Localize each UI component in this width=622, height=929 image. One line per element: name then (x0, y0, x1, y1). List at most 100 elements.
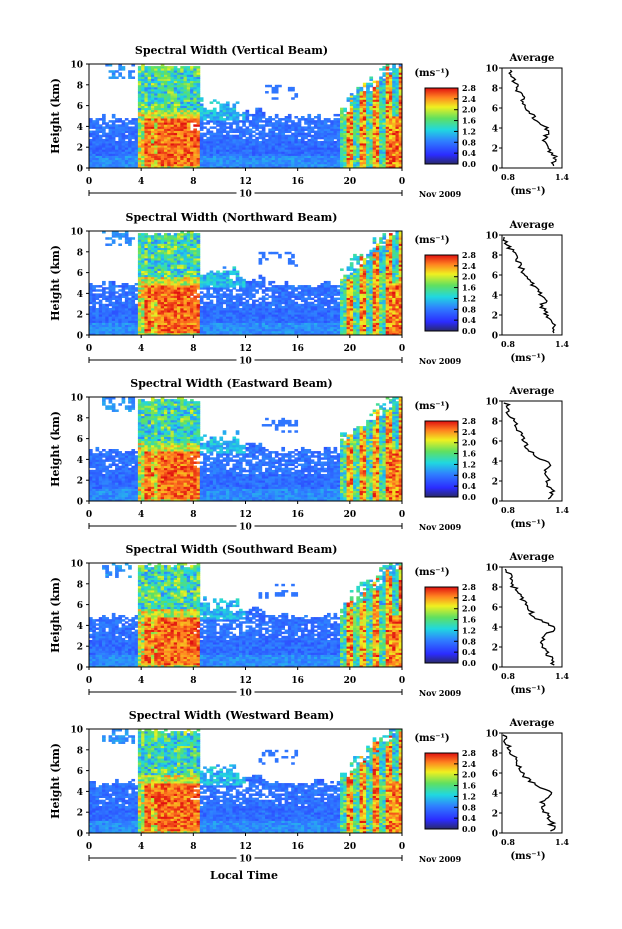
heatmap-cell (343, 124, 347, 127)
heatmap-cell (291, 143, 295, 146)
heatmap-cell (193, 113, 197, 117)
heatmap-cell (115, 70, 119, 73)
heatmap-cell (111, 165, 116, 169)
heatmap-cell (160, 124, 165, 127)
heatmap-cell (245, 291, 250, 294)
heatmap-cell (382, 68, 387, 71)
heatmap-cell (186, 268, 191, 271)
heatmap-cell (333, 165, 338, 169)
heatmap-cell (313, 136, 318, 140)
heatmap-cell (320, 165, 325, 169)
heatmap-cell (366, 116, 370, 119)
heatmap-cell (154, 161, 158, 165)
heatmap-cell (186, 130, 191, 134)
heatmap-cell (186, 136, 191, 140)
heatmap-cell (258, 324, 263, 328)
heatmap-cell (395, 149, 400, 152)
heatmap-cell (137, 120, 142, 123)
heatmap-cell (105, 143, 109, 146)
heatmap-cell (144, 318, 149, 321)
heatmap-cell (121, 320, 126, 323)
heatmap-cell (190, 163, 194, 167)
heatmap-cell (222, 145, 227, 148)
heatmap-cell (287, 157, 292, 161)
heatmap-cell (225, 301, 230, 305)
heatmap-cell (388, 140, 393, 144)
heatmap-cell (343, 136, 347, 140)
heatmap-cell (157, 101, 162, 104)
heatmap-cell (118, 328, 122, 332)
heatmap-cell (206, 157, 211, 161)
heatmap-cell (134, 318, 139, 321)
heatmap-cell (265, 84, 269, 88)
heatmap-cell (248, 124, 253, 127)
heatmap-cell (144, 255, 149, 259)
heatmap-cell (333, 134, 338, 138)
heatmap-cell (313, 126, 318, 129)
heatmap-cell (193, 157, 197, 161)
heatmap-cell (199, 136, 204, 140)
heatmap-cell (108, 283, 113, 286)
heatmap-cell (232, 310, 237, 313)
heatmap-cell (173, 330, 178, 334)
heatmap-cell (268, 157, 272, 161)
heatmap-cell (121, 310, 126, 313)
heatmap-cell (379, 101, 383, 104)
heatmap-cell (209, 316, 214, 319)
heatmap-cell (144, 326, 149, 330)
heatmap-cell (222, 151, 227, 154)
heatmap-cell (157, 272, 162, 276)
heatmap-cell (177, 70, 181, 73)
heatmap-cell (186, 93, 191, 96)
heatmap-cell (193, 266, 197, 269)
heatmap-cell (177, 107, 181, 111)
heatmap-cell (150, 276, 155, 280)
heatmap-cell (131, 122, 136, 125)
heatmap-cell (137, 235, 142, 238)
heatmap-cell (255, 140, 259, 144)
heatmap-cell (372, 163, 377, 167)
heatmap-cell (238, 138, 243, 142)
heatmap-cell (375, 113, 380, 117)
heatmap-cell (323, 136, 328, 140)
heatmap-cell (281, 155, 286, 158)
heatmap-cell (170, 147, 175, 150)
heatmap-cell (167, 159, 171, 163)
heatmap-cell (238, 143, 243, 146)
heatmap-cell (157, 134, 162, 138)
heatmap-cell (170, 70, 175, 73)
heatmap-cell (219, 155, 224, 158)
heatmap-cell (196, 132, 201, 136)
heatmap-cell (157, 105, 162, 109)
heatmap-cell (297, 138, 302, 142)
heatmap-cell (278, 124, 282, 127)
heatmap-cell (248, 134, 253, 138)
heatmap-cell (353, 105, 357, 109)
heatmap-cell (255, 165, 259, 169)
heatmap-cell (268, 147, 272, 150)
heatmap-cell (388, 95, 393, 98)
heatmap-cell (307, 149, 312, 152)
heatmap-cell (369, 76, 374, 79)
heatmap-cell (193, 147, 197, 150)
heatmap-cell (177, 260, 181, 263)
heatmap-cell (157, 149, 162, 152)
heatmap-cell (111, 145, 116, 148)
heatmap-cell (154, 120, 158, 123)
heatmap-cell (265, 155, 269, 158)
heatmap-cell (212, 326, 217, 330)
heatmap-cell (134, 324, 139, 328)
heatmap-cell (235, 147, 240, 150)
heatmap-cell (271, 130, 276, 134)
heatmap-cell (186, 303, 191, 307)
heatmap-cell (147, 95, 152, 98)
heatmap-cell (245, 109, 250, 113)
heatmap-cell (167, 97, 171, 100)
heatmap-cell (190, 84, 194, 88)
heatmap-cell (177, 293, 181, 296)
heatmap-cell (196, 241, 201, 244)
heatmap-cell (209, 145, 214, 148)
heatmap-cell (134, 163, 139, 167)
heatmap-cell (372, 97, 377, 100)
heatmap-cell (131, 157, 136, 161)
